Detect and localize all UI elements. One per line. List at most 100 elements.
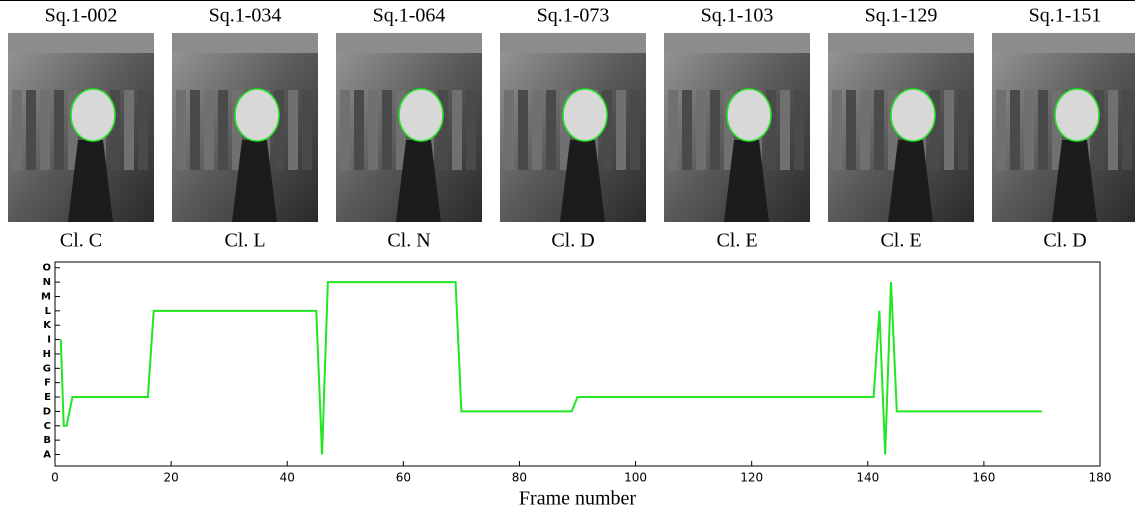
photo-book (832, 90, 842, 170)
photo-book (68, 90, 78, 170)
photo-book (176, 90, 186, 170)
x-tick-label: 100 (624, 471, 647, 485)
photo-hand (234, 88, 280, 142)
photo-book (40, 90, 50, 170)
x-tick-label: 0 (51, 471, 59, 485)
photo-book (12, 90, 22, 170)
photo-book (710, 90, 720, 170)
photo-book (888, 90, 898, 170)
photo-book (766, 90, 776, 170)
panel-title: Sq.1-064 (373, 5, 446, 27)
photo-book (452, 90, 462, 170)
photo-shelf (8, 33, 154, 53)
panel-title: Sq.1-103 (701, 5, 774, 27)
y-tick-label: M (41, 291, 51, 302)
photo-arm (888, 140, 933, 222)
photo-hand (398, 88, 444, 142)
photo-hand (70, 88, 116, 142)
photo-book (682, 90, 692, 170)
photo-book (26, 90, 36, 170)
photo-book (668, 90, 678, 170)
photo-book (532, 90, 542, 170)
photo-book (274, 90, 284, 170)
photo-shelf (992, 33, 1135, 53)
photo-book (930, 90, 940, 170)
panel-caption: Cl. D (1043, 230, 1086, 252)
plot-frame (54, 261, 1101, 467)
y-tick-label: N (43, 277, 51, 288)
photo-book (630, 90, 640, 170)
x-tick-label: 80 (512, 471, 527, 485)
x-tick-label: 60 (396, 471, 411, 485)
photo-book (466, 90, 476, 170)
x-tick-label: 140 (856, 471, 879, 485)
photo-arm (1052, 140, 1097, 222)
panel-caption: Cl. N (387, 230, 430, 252)
x-tick-label: 160 (972, 471, 995, 485)
photo-book (996, 90, 1006, 170)
photo-book (1024, 90, 1034, 170)
photo-book (340, 90, 350, 170)
photo-book (54, 90, 64, 170)
photo-book (546, 90, 556, 170)
photo-book (204, 90, 214, 170)
panel-caption: Cl. L (224, 230, 265, 252)
photo-book (560, 90, 570, 170)
photo-book (368, 90, 378, 170)
photo-book (396, 90, 406, 170)
photo-arm (396, 140, 441, 222)
photo-shelf (828, 33, 974, 53)
y-tick-label: L (45, 306, 52, 317)
panel-title: Sq.1-129 (865, 5, 938, 27)
photo-book (302, 90, 312, 170)
photo-shelf (500, 33, 646, 53)
x-tick-label: 20 (163, 471, 178, 485)
photo-book (218, 90, 228, 170)
panel-title: Sq.1-073 (537, 5, 610, 27)
photo-book (1010, 90, 1020, 170)
photo-book (696, 90, 706, 170)
x-tick-label: 40 (280, 471, 295, 485)
panel-title: Sq.1-002 (45, 5, 118, 27)
y-tick-label: G (43, 363, 51, 374)
photo-book (504, 90, 514, 170)
photo-book (138, 90, 148, 170)
x-tick-label: 180 (1089, 471, 1112, 485)
photo-hand (562, 88, 608, 142)
photo-book (846, 90, 856, 170)
x-axis-label: Frame number (519, 488, 637, 510)
photo-book (518, 90, 528, 170)
photo-shelf (664, 33, 810, 53)
photo-book (794, 90, 804, 170)
data-line (59, 281, 1042, 455)
y-tick-label: K (43, 320, 52, 331)
photo-arm (560, 140, 605, 222)
y-tick-label: H (43, 349, 51, 360)
photo-book (602, 90, 612, 170)
photo-book (232, 90, 242, 170)
photo-book (874, 90, 884, 170)
photo-arm (68, 140, 113, 222)
photo-book (110, 90, 120, 170)
y-tick-label: E (44, 392, 51, 403)
photo-book (124, 90, 134, 170)
photo-arm (232, 140, 277, 222)
y-tick-label: F (44, 378, 51, 389)
panel-title: Sq.1-034 (209, 5, 282, 27)
photo-book (382, 90, 392, 170)
photo-book (354, 90, 364, 170)
panel-caption: Cl. E (716, 230, 757, 252)
x-tick-label: 120 (740, 471, 763, 485)
photo-book (780, 90, 790, 170)
y-tick-label: D (43, 406, 51, 417)
y-tick-label: A (43, 450, 51, 461)
y-tick-label: O (42, 263, 51, 274)
photo-book (190, 90, 200, 170)
photo-hand (726, 88, 772, 142)
photo-book (1108, 90, 1118, 170)
photo-book (944, 90, 954, 170)
y-tick-label: I (47, 335, 51, 346)
photo-book (1052, 90, 1062, 170)
